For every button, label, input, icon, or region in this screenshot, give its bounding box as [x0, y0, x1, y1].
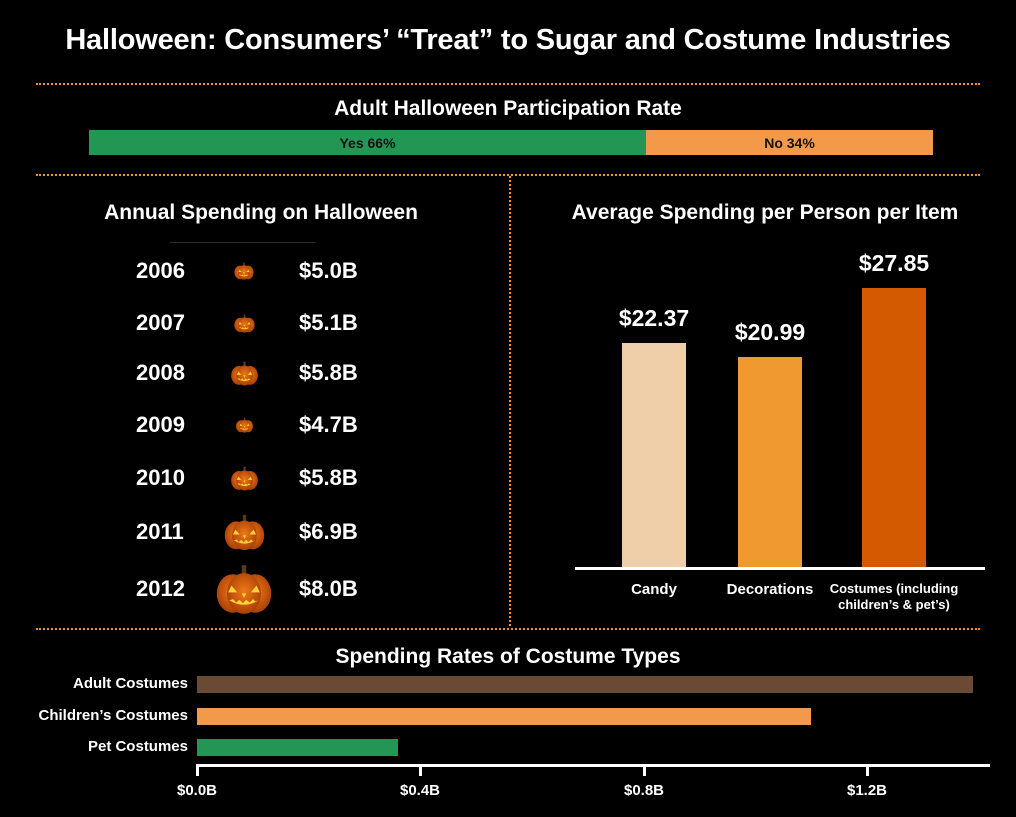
participation-yes-segment: Yes 66% [89, 130, 646, 155]
costume-category-label: Children’s Costumes [38, 707, 188, 724]
per-person-title: Average Spending per Person per Item [571, 201, 959, 224]
x-axis-tick [196, 764, 199, 776]
year-label: 2012 [136, 576, 185, 601]
x-axis-tick-label: $0.8B [623, 782, 665, 799]
year-label: 2008 [136, 360, 185, 385]
costume-category-label: Adult Costumes [72, 675, 188, 692]
spending-amount: $5.1B [299, 310, 358, 335]
participation-no-label: No 34% [764, 134, 815, 151]
divider-top [36, 83, 980, 85]
category-label-line: Costumes (including [829, 581, 959, 596]
spending-amount: $5.0B [299, 258, 358, 283]
year-label: 2006 [136, 258, 185, 283]
spending-amount: $5.8B [299, 360, 358, 385]
spending-amount: $4.7B [299, 412, 358, 437]
per-person-value-label: $22.37 [618, 305, 690, 331]
divider-vertical [509, 176, 511, 626]
year-label: 2010 [136, 465, 185, 490]
spending-amount: $6.9B [299, 519, 358, 544]
x-axis-tick [643, 764, 646, 776]
costume-axis-line [196, 764, 990, 767]
year-label: 2011 [136, 519, 184, 544]
pumpkin-icon [213, 564, 275, 620]
pumpkin-icon [229, 466, 260, 496]
divider-middle [36, 174, 980, 176]
divider-bottom [36, 628, 980, 630]
pumpkin-icon [229, 361, 260, 391]
category-label-line: Candy [631, 581, 677, 598]
category-label-line: children’s & pet’s) [838, 597, 950, 612]
annual-spending-title: Annual Spending on Halloween [104, 201, 418, 224]
pumpkin-icon [233, 313, 256, 338]
per-person-bar [738, 357, 802, 567]
costume-bar [197, 739, 398, 756]
x-axis-tick-label: $0.4B [399, 782, 441, 799]
x-axis-tick-label: $0.0B [176, 782, 218, 799]
costume-types-title: Spending Rates of Costume Types [335, 645, 681, 668]
spending-amount: $5.8B [299, 465, 358, 490]
participation-no-segment: No 34% [646, 130, 933, 155]
per-person-baseline [575, 567, 985, 570]
costume-bar [197, 676, 973, 693]
pumpkin-icon [222, 514, 267, 556]
participation-title: Adult Halloween Participation Rate [334, 97, 682, 120]
per-person-category-label: Costumes (including children’s & pet’s) [814, 581, 974, 613]
costume-bar [197, 708, 811, 725]
page-title: Halloween: Consumers’ “Treat” to Sugar a… [65, 24, 951, 56]
participation-yes-label: Yes 66% [339, 134, 396, 151]
category-label-line: Decorations [726, 581, 814, 598]
per-person-value-label: $20.99 [734, 319, 806, 345]
costume-category-label: Pet Costumes [87, 738, 188, 755]
x-axis-tick-label: $1.2B [846, 782, 888, 799]
pumpkin-icon [233, 262, 255, 285]
year-label: 2009 [136, 412, 185, 437]
per-person-category-label: Decorations [690, 581, 850, 598]
x-axis-tick [419, 764, 422, 776]
spending-amount: $8.0B [299, 576, 358, 601]
x-axis-tick [866, 764, 869, 776]
pumpkin-icon [235, 417, 254, 438]
per-person-category-label: Candy [574, 581, 734, 598]
annual-title-underline [170, 242, 316, 243]
per-person-bar [622, 343, 686, 567]
year-label: 2007 [136, 310, 185, 335]
per-person-bar [862, 288, 926, 567]
per-person-value-label: $27.85 [858, 250, 930, 276]
